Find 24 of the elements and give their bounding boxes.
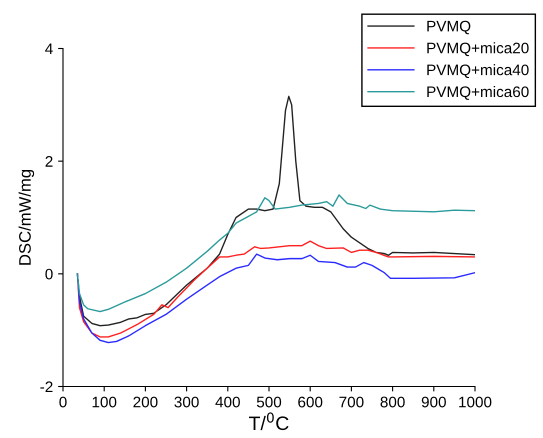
y-tick-label: 0 [45, 268, 53, 280]
x-tick-label: 300 [174, 396, 199, 408]
x-tick-label: 400 [215, 396, 240, 408]
x-tick-label: 600 [298, 396, 322, 408]
y-tick-label: 4 [45, 44, 53, 54]
line-series [76, 194, 475, 312]
x-tick-label: 200 [133, 396, 158, 408]
x-tick-label: 900 [422, 396, 446, 408]
x-tick-label: 0 [59, 396, 67, 408]
legend-label: PVMQ+mica20 [427, 42, 529, 56]
y-tick-label: 2 [46, 156, 53, 167]
x-tick-label: 1000 [459, 396, 492, 408]
y-axis-title: DSC/mW/mg [18, 170, 34, 265]
x-tick-label: 100 [92, 396, 116, 408]
y-tick-label: -2 [40, 381, 53, 392]
legend-label: PVMQ+mica60 [427, 86, 529, 100]
line-series [76, 253, 475, 344]
legend-label: PVMQ+mica40 [427, 64, 529, 78]
x-tick-label: 700 [339, 396, 364, 408]
x-tick-label: 500 [256, 396, 282, 408]
x-axis-title: T/$^{0}$C [249, 412, 289, 430]
legend-label: PVMQ [427, 20, 470, 34]
x-tick-label: 800 [380, 396, 405, 408]
line-series [76, 240, 475, 338]
